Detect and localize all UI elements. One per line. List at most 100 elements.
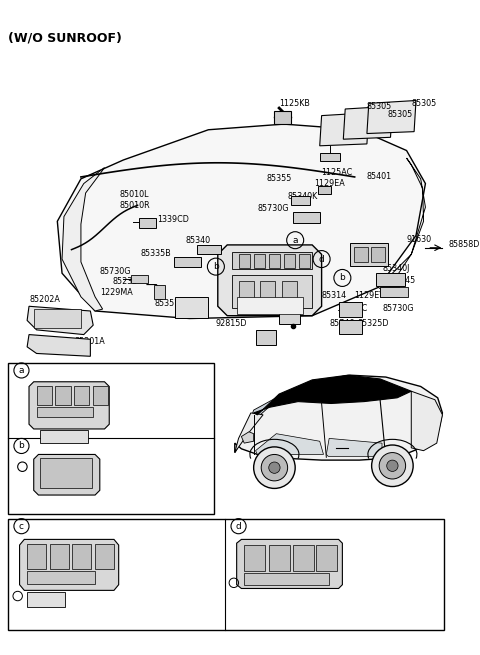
Bar	[318, 187, 331, 194]
Bar	[27, 571, 95, 584]
Polygon shape	[378, 158, 425, 292]
Bar	[40, 430, 87, 443]
Text: 85401: 85401	[367, 172, 392, 181]
Text: b: b	[19, 441, 24, 451]
Text: 18643K: 18643K	[248, 589, 278, 598]
Text: 85010L: 85010L	[120, 191, 149, 199]
Text: 85201A: 85201A	[74, 337, 105, 346]
Circle shape	[269, 462, 280, 474]
Polygon shape	[235, 413, 263, 453]
Bar	[380, 288, 399, 297]
Polygon shape	[34, 455, 100, 495]
Bar	[284, 254, 295, 267]
Text: 18645E: 18645E	[85, 412, 116, 421]
Bar	[27, 592, 65, 607]
Bar	[232, 252, 312, 269]
Polygon shape	[411, 391, 443, 451]
Circle shape	[379, 453, 406, 479]
Bar	[350, 243, 388, 266]
Circle shape	[261, 455, 288, 481]
Bar	[291, 196, 310, 205]
Text: 1125AC: 1125AC	[336, 304, 367, 312]
Text: 92800A: 92800A	[156, 415, 186, 424]
Polygon shape	[27, 335, 90, 356]
Circle shape	[387, 460, 398, 472]
Polygon shape	[367, 100, 416, 134]
Bar	[27, 544, 46, 569]
Text: d: d	[236, 521, 241, 531]
Text: 85730G: 85730G	[382, 304, 413, 312]
Text: a: a	[292, 236, 298, 245]
Polygon shape	[57, 124, 425, 318]
Bar	[376, 273, 405, 286]
Text: 85746: 85746	[329, 319, 354, 328]
Bar	[237, 297, 303, 314]
Bar	[40, 458, 92, 489]
Text: 91630: 91630	[407, 234, 432, 244]
Text: 85340K: 85340K	[288, 193, 318, 201]
Bar	[34, 309, 81, 328]
Text: 18647G: 18647G	[46, 591, 77, 601]
Text: 85335B: 85335B	[140, 249, 171, 258]
Circle shape	[372, 445, 413, 487]
Polygon shape	[235, 375, 443, 460]
Bar	[293, 212, 320, 223]
Text: 92800Z: 92800Z	[352, 591, 383, 601]
Bar	[299, 254, 310, 267]
Bar	[269, 545, 289, 572]
Text: 85340J: 85340J	[382, 264, 409, 273]
Bar	[93, 386, 108, 405]
Text: 85730G: 85730G	[100, 267, 132, 276]
Polygon shape	[237, 540, 342, 588]
Bar	[320, 153, 340, 161]
Text: 85355: 85355	[267, 174, 292, 183]
Polygon shape	[246, 378, 378, 432]
Polygon shape	[255, 434, 324, 455]
Bar	[174, 257, 201, 267]
Text: 85202A: 85202A	[29, 295, 60, 304]
Text: 92850D: 92850D	[127, 594, 159, 603]
Bar	[197, 245, 221, 254]
Polygon shape	[218, 245, 322, 316]
Text: 85010R: 85010R	[120, 201, 150, 210]
Text: 85730G: 85730G	[257, 204, 289, 213]
Text: 85305: 85305	[367, 102, 392, 111]
Bar	[74, 386, 89, 405]
Polygon shape	[326, 438, 382, 457]
Bar	[293, 545, 314, 572]
Text: 85858D: 85858D	[448, 240, 480, 250]
Bar	[36, 407, 93, 417]
Bar	[338, 320, 362, 333]
Polygon shape	[343, 106, 392, 140]
Bar	[232, 275, 312, 308]
Bar	[8, 519, 444, 630]
Polygon shape	[62, 168, 105, 311]
Bar	[380, 288, 408, 297]
Text: d: d	[319, 255, 324, 263]
Bar	[55, 386, 71, 405]
Bar	[72, 544, 91, 569]
Bar	[279, 307, 300, 324]
Polygon shape	[29, 382, 109, 429]
Polygon shape	[320, 113, 369, 146]
Text: 85305: 85305	[388, 110, 413, 119]
Text: c: c	[19, 521, 24, 531]
Text: 85314: 85314	[322, 291, 347, 301]
Text: 1125KB: 1125KB	[279, 99, 310, 108]
Text: 1339CD: 1339CD	[157, 215, 189, 224]
Bar	[50, 544, 69, 569]
Circle shape	[253, 447, 295, 489]
Bar	[95, 544, 114, 569]
Text: (W/O SUNROOF): (W/O SUNROOF)	[8, 31, 122, 45]
Text: 92890A: 92890A	[156, 467, 186, 476]
Polygon shape	[27, 307, 93, 335]
Text: b: b	[213, 262, 219, 271]
Bar	[36, 386, 52, 405]
Text: 85357W: 85357W	[155, 299, 188, 308]
Polygon shape	[241, 432, 253, 443]
Bar	[131, 275, 148, 283]
Text: a: a	[19, 366, 24, 375]
Bar	[282, 281, 297, 301]
Text: 18645B: 18645B	[90, 464, 121, 473]
Bar	[8, 363, 214, 514]
